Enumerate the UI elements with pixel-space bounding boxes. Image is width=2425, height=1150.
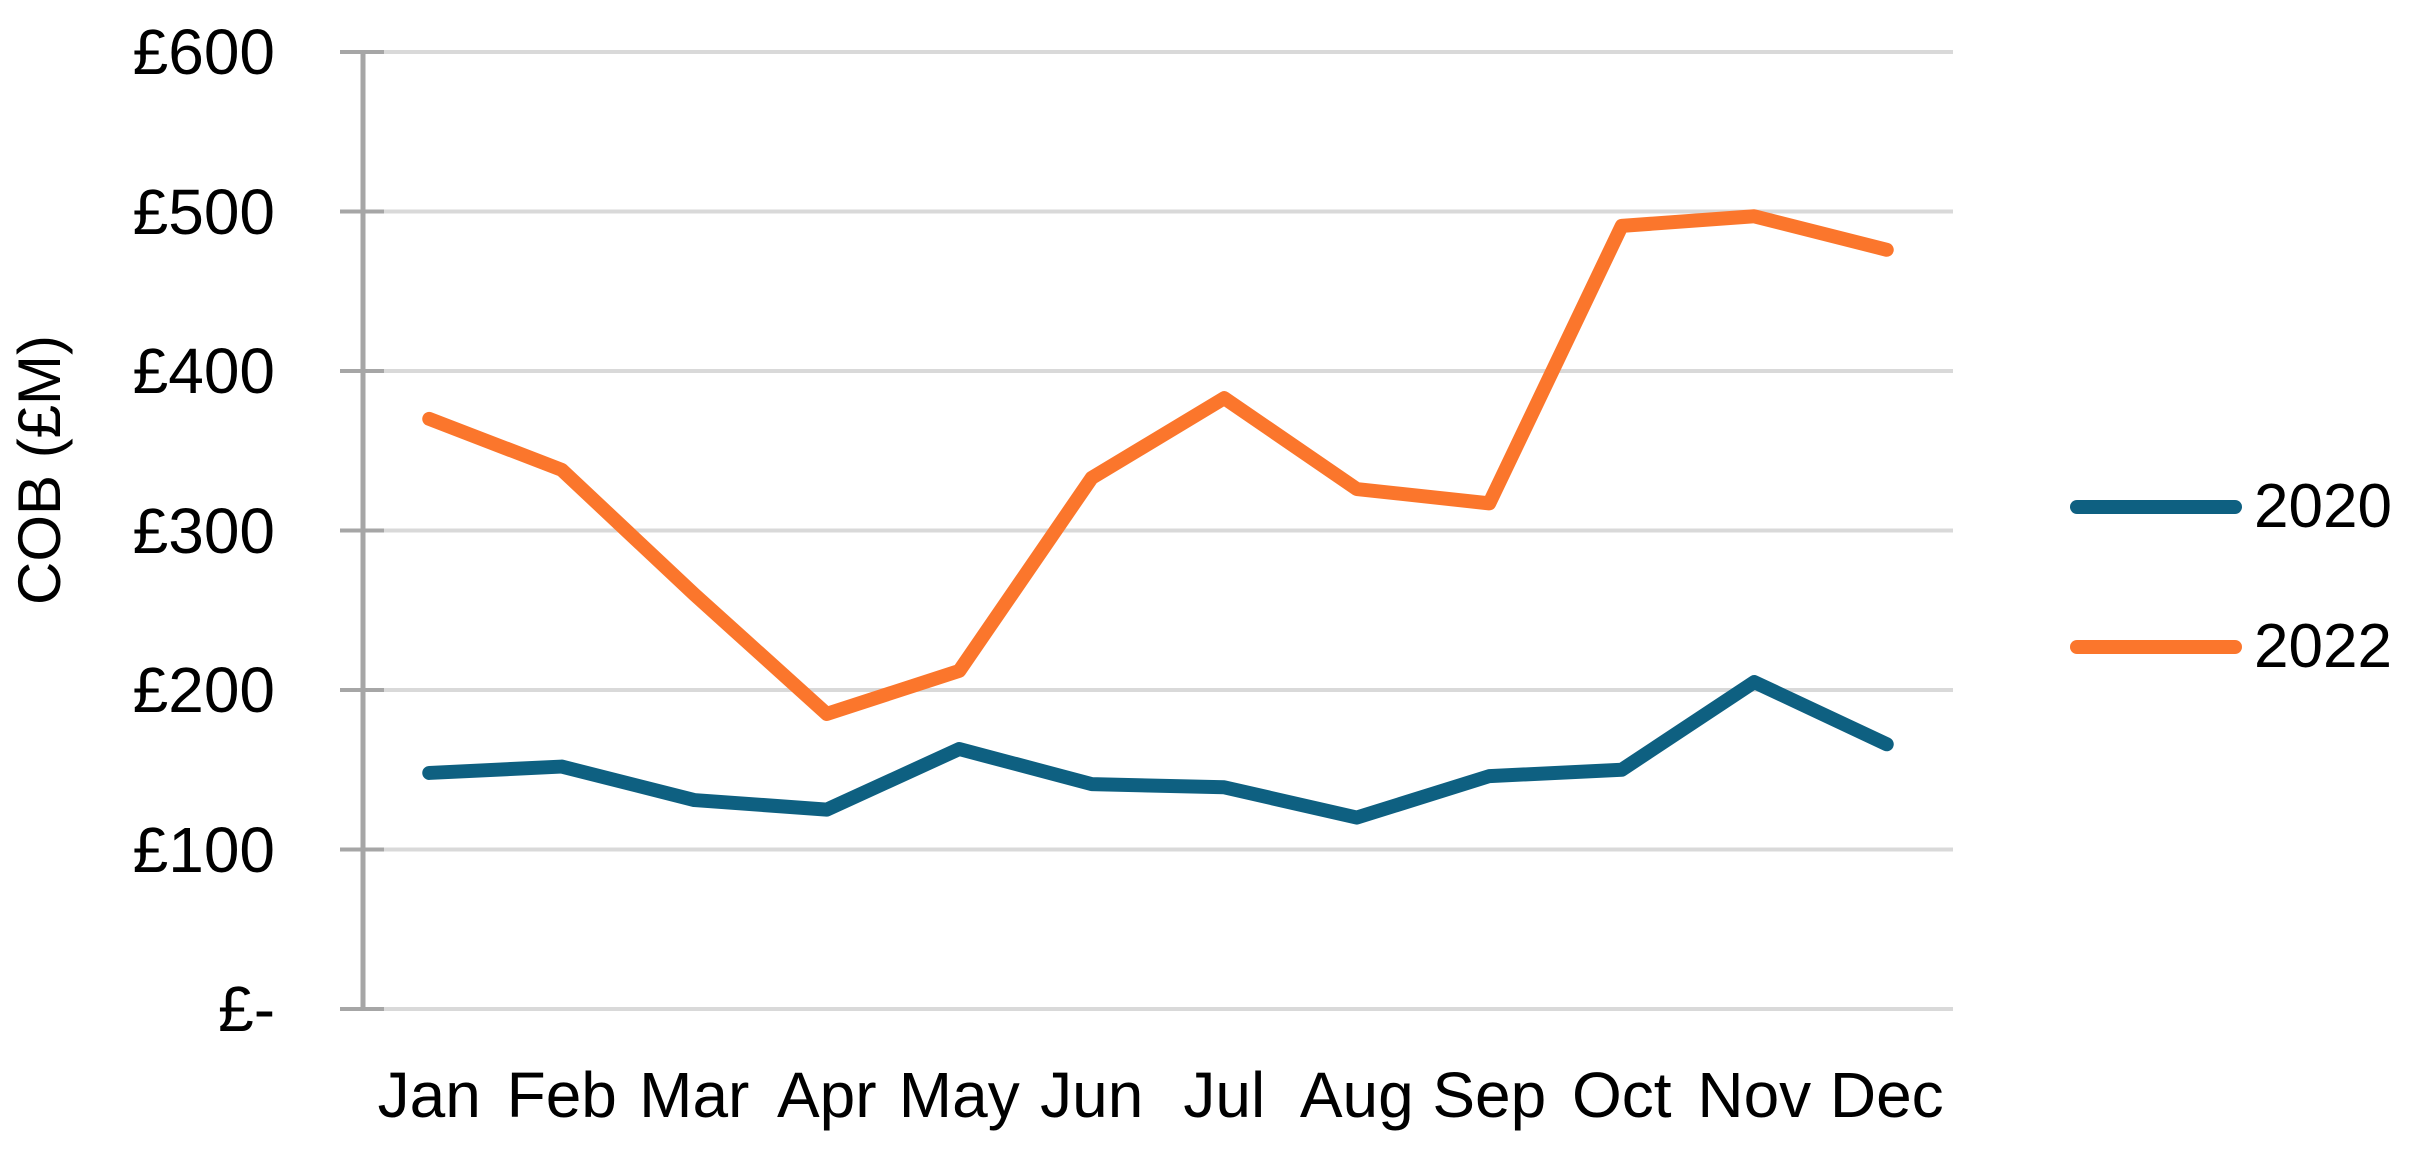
legend-item-2020: 2020	[2070, 476, 2392, 538]
y-tick-label: £200	[132, 654, 275, 726]
y-tick-label: £400	[132, 335, 275, 407]
y-tick-label: £300	[132, 494, 275, 567]
series-line-2022	[422, 209, 1894, 721]
x-tick-label: Mar	[639, 1059, 750, 1131]
series-line-2020	[422, 675, 1894, 825]
x-tick-label: Oct	[1571, 1059, 1672, 1131]
x-tick-label: Jun	[1040, 1059, 1144, 1131]
y-tick-label: £600	[132, 16, 275, 88]
legend-swatch-2020	[2070, 500, 2242, 514]
legend-item-2022: 2022	[2070, 616, 2392, 678]
legend-label: 2022	[2254, 612, 2392, 681]
y-tick-label: £-	[218, 973, 275, 1045]
x-tick-label: Nov	[1697, 1059, 1812, 1131]
y-tick-label: £100	[132, 813, 275, 886]
x-tick-label: Feb	[506, 1059, 617, 1131]
legend-label: 2020	[2254, 472, 2392, 541]
x-tick-label: Jan	[377, 1059, 481, 1131]
x-tick-label: May	[898, 1059, 1020, 1131]
x-tick-label: Apr	[776, 1059, 877, 1131]
x-tick-label: Aug	[1299, 1059, 1414, 1131]
x-tick-label: Dec	[1829, 1059, 1944, 1131]
x-tick-label: Jul	[1183, 1059, 1266, 1131]
y-tick-label: £500	[132, 175, 275, 248]
x-tick-label: Sep	[1432, 1059, 1547, 1131]
legend-swatch-2022	[2070, 640, 2242, 654]
